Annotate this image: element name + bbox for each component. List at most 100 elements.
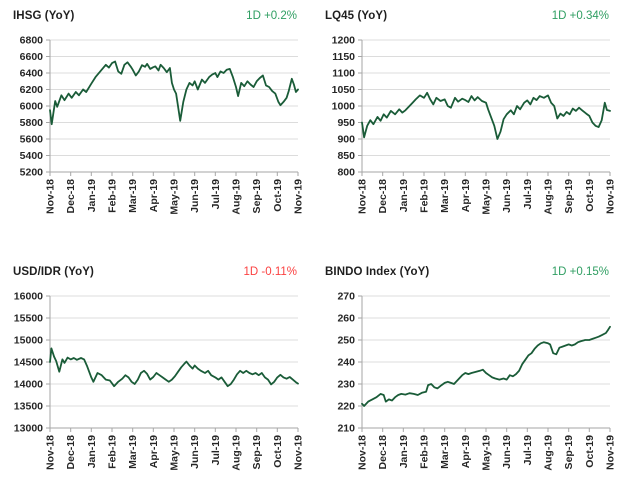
svg-text:Feb-19: Feb-19 [107,179,119,213]
line-chart-usdidr: 13000 13500 14000 14500 15000 15500 16000 Nov-1… [14,291,305,471]
svg-text:Jan-19: Jan-19 [86,179,98,212]
svg-text:5600: 5600 [20,134,44,146]
svg-text:Apr-19: Apr-19 [148,179,160,212]
svg-text:250: 250 [337,335,355,347]
svg-text:Jun-19: Jun-19 [189,435,201,469]
chart-header: BINDO Index (YoY) 1D +0.15% [312,240,624,286]
line-chart-bindo: 210 220 230 240 250 260 270 Nov-18 Dec-18 Jan-19 F… [337,291,617,471]
svg-text:Jun-19: Jun-19 [501,179,513,213]
svg-text:Dec-18: Dec-18 [65,179,77,214]
chart-change-badge-ihsg: 1D +0.2% [246,10,297,22]
svg-text:Jul-19: Jul-19 [522,179,534,210]
svg-text:Nov-18: Nov-18 [357,435,369,470]
svg-text:Apr-19: Apr-19 [460,179,472,212]
svg-text:Oct-19: Oct-19 [272,435,284,468]
svg-text:Aug-19: Aug-19 [231,435,243,471]
svg-text:Nov-19: Nov-19 [293,179,305,214]
svg-text:Mar-19: Mar-19 [439,179,451,213]
svg-text:800: 800 [337,167,355,179]
svg-text:6000: 6000 [20,101,44,113]
svg-text:Mar-19: Mar-19 [439,435,451,469]
svg-text:Aug-19: Aug-19 [543,435,555,471]
svg-text:Jan-19: Jan-19 [398,179,410,212]
chart-title-usdidr: USD/IDR (YoY) [13,266,94,278]
svg-text:16000: 16000 [14,291,43,303]
line-chart-lq45: 800 850 900 950 1000 1050 1100 1150 1200 Nov-18 De… [332,35,617,215]
svg-text:Jun-19: Jun-19 [189,179,201,213]
svg-text:Oct-19: Oct-19 [584,179,596,212]
svg-text:Feb-19: Feb-19 [107,435,119,469]
svg-text:850: 850 [337,150,355,162]
svg-text:Jul-19: Jul-19 [210,435,222,466]
svg-text:1100: 1100 [332,68,355,80]
svg-text:1050: 1050 [332,84,356,96]
svg-text:Apr-19: Apr-19 [460,435,472,468]
svg-text:Dec-18: Dec-18 [377,179,389,214]
svg-text:Nov-18: Nov-18 [357,179,369,214]
svg-text:6800: 6800 [20,35,44,47]
svg-text:1150: 1150 [332,51,355,63]
svg-text:Jan-19: Jan-19 [398,435,410,468]
svg-text:Nov-19: Nov-19 [605,179,617,214]
chart-header: LQ45 (YoY) 1D +0.34% [312,0,624,30]
svg-text:900: 900 [337,134,355,146]
svg-text:1000: 1000 [332,101,356,113]
chart-panel-bindo: BINDO Index (YoY) 1D +0.15% 210 220 230 240… [312,240,624,480]
svg-text:Nov-19: Nov-19 [605,435,617,470]
chart-panel-usdidr: USD/IDR (YoY) 1D -0.11% 13000 13500 14000 1… [0,240,312,480]
svg-text:May-19: May-19 [481,179,493,215]
svg-text:May-19: May-19 [169,435,181,471]
chart-change-badge-bindo: 1D +0.15% [551,266,609,278]
svg-text:950: 950 [337,117,355,129]
svg-text:210: 210 [337,423,355,435]
svg-text:May-19: May-19 [481,435,493,471]
svg-text:Jul-19: Jul-19 [522,435,534,466]
chart-panel-ihsg: IHSG (YoY) 1D +0.2% 5200 5400 5600 5800 6000… [0,0,312,240]
svg-text:Oct-19: Oct-19 [584,435,596,468]
svg-text:Oct-19: Oct-19 [272,179,284,212]
svg-text:May-19: May-19 [169,179,181,215]
svg-text:240: 240 [337,357,355,369]
svg-text:15500: 15500 [14,313,43,325]
svg-text:Aug-19: Aug-19 [231,179,243,215]
svg-text:Mar-19: Mar-19 [127,435,139,469]
svg-text:5200: 5200 [20,167,44,179]
svg-text:Jan-19: Jan-19 [86,435,98,468]
svg-text:5400: 5400 [20,150,44,162]
svg-text:6200: 6200 [20,84,44,96]
svg-text:Dec-18: Dec-18 [65,435,77,470]
svg-text:14500: 14500 [14,357,43,369]
svg-text:6600: 6600 [20,51,44,63]
svg-text:Sep-19: Sep-19 [563,179,575,214]
chart-title-lq45: LQ45 (YoY) [325,10,388,22]
chart-title-bindo: BINDO Index (YoY) [325,266,430,278]
svg-text:Jun-19: Jun-19 [501,435,513,469]
svg-text:220: 220 [337,401,355,413]
svg-text:Nov-18: Nov-18 [45,179,57,214]
svg-text:Aug-19: Aug-19 [543,179,555,215]
svg-text:15000: 15000 [14,335,43,347]
svg-text:Feb-19: Feb-19 [419,179,431,213]
svg-text:270: 270 [337,291,355,303]
svg-text:1200: 1200 [332,35,356,47]
chart-change-badge-usdidr: 1D -0.11% [243,266,297,278]
svg-text:13000: 13000 [14,423,43,435]
svg-text:6400: 6400 [20,68,44,80]
svg-text:5800: 5800 [20,117,44,129]
svg-text:Sep-19: Sep-19 [251,435,263,470]
svg-text:Jul-19: Jul-19 [210,179,222,210]
chart-header: IHSG (YoY) 1D +0.2% [0,0,312,30]
chart-panel-lq45: LQ45 (YoY) 1D +0.34% 800 850 900 950 1000 105… [312,0,624,240]
svg-text:Nov-19: Nov-19 [293,435,305,470]
chart-title-ihsg: IHSG (YoY) [13,10,75,22]
line-chart-ihsg: 5200 5400 5600 5800 6000 6200 6400 6600 6800 Nov-… [20,35,305,215]
svg-text:260: 260 [337,313,355,325]
chart-change-badge-lq45: 1D +0.34% [551,10,609,22]
svg-text:14000: 14000 [14,379,43,391]
svg-text:230: 230 [337,379,355,391]
chart-header: USD/IDR (YoY) 1D -0.11% [0,240,312,286]
svg-text:Sep-19: Sep-19 [251,179,263,214]
svg-text:Feb-19: Feb-19 [419,435,431,469]
svg-text:Nov-18: Nov-18 [45,435,57,470]
